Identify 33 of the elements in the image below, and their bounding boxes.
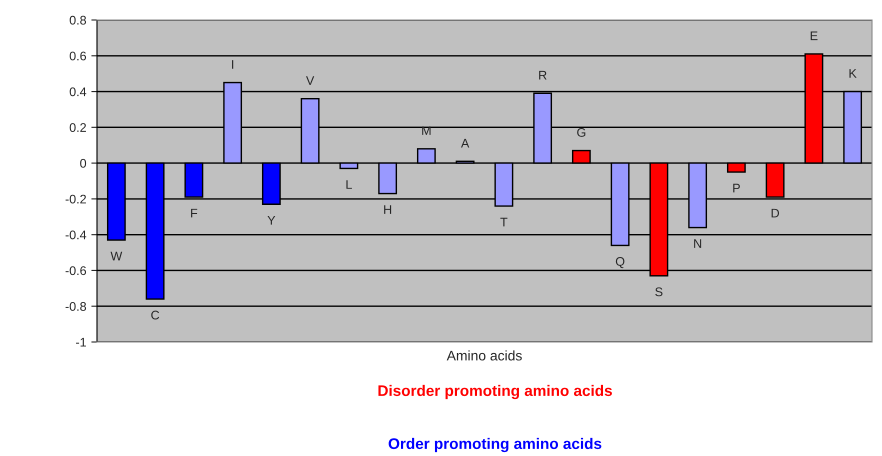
x-tick-label: I bbox=[232, 60, 234, 69]
x-tick-label: R bbox=[539, 70, 547, 80]
x-tick-label: G bbox=[577, 128, 586, 137]
x-tick-label: H bbox=[384, 205, 392, 214]
x-tick-label: Y bbox=[267, 216, 276, 225]
x-tick-label: T bbox=[500, 218, 508, 226]
x-tick-label: M bbox=[422, 126, 431, 135]
x-tick-label: F bbox=[191, 208, 198, 218]
x-tick-label: K bbox=[849, 69, 857, 78]
text: Order promoting amino acids bbox=[388, 438, 602, 452]
x-tick-label: Q bbox=[616, 257, 624, 268]
y-tick-label: -0.8 bbox=[66, 302, 86, 311]
x-tick-label: A bbox=[460, 138, 470, 148]
y-tick-label: -0.6 bbox=[66, 266, 86, 276]
y-tick-label: 0.2 bbox=[70, 123, 86, 132]
y-tick-label: 0.4 bbox=[70, 87, 86, 96]
y-tick-label: 0 bbox=[80, 158, 86, 168]
x-tick-label: L bbox=[346, 180, 352, 189]
x-tick-label: N bbox=[694, 239, 702, 248]
y-tick-label: 0.8 bbox=[70, 16, 86, 25]
x-tick-label: D bbox=[772, 208, 780, 218]
y-tick-label: 0.6 bbox=[70, 52, 86, 60]
x-tick-label: W bbox=[110, 252, 122, 260]
y-tick-label: -1 bbox=[76, 338, 86, 347]
x-axis-title: Amino acids bbox=[446, 350, 522, 361]
x-tick-label: S bbox=[655, 287, 662, 296]
x-tick-label: V bbox=[306, 76, 314, 85]
x-tick-label: P bbox=[733, 184, 740, 192]
text: Disorder promoting amino acids bbox=[378, 384, 612, 400]
x-tick-label: C bbox=[151, 310, 160, 320]
y-tick-label: -0.2 bbox=[66, 194, 86, 204]
x-tick-label: E bbox=[810, 32, 818, 40]
y-tick-label: -0.4 bbox=[66, 230, 86, 240]
